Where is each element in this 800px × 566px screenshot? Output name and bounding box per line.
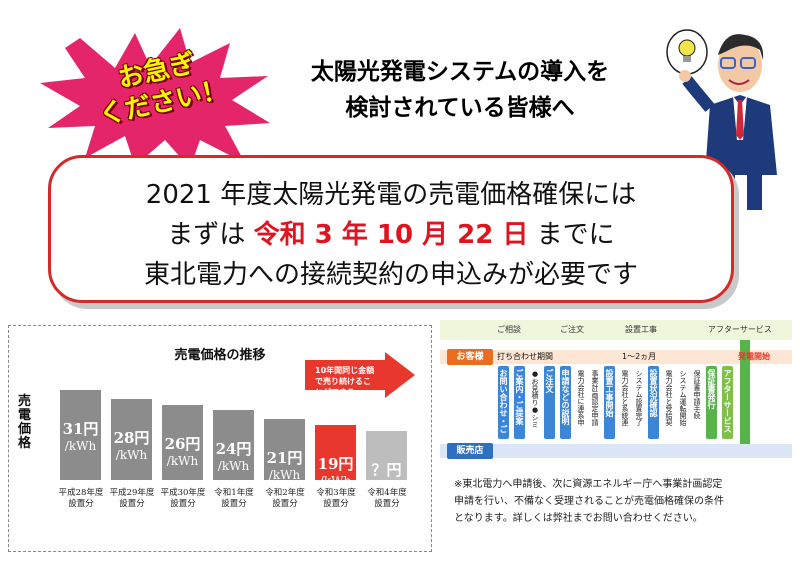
bar-unit-label: /kWh [64, 439, 97, 453]
flow-step: 電力会社と系統連系 [621, 370, 629, 426]
flow-phase-label: 設置工事 [625, 325, 657, 334]
seller-label: 販売店 [447, 443, 493, 459]
flow-step: ご注文 [544, 366, 555, 439]
chart-y-label: 売電価格 [18, 394, 32, 451]
bar-category-label: 令和3年度 設置分 [316, 488, 356, 509]
flow-step: 保証書発行 [706, 366, 717, 439]
flow-step: ●お見積り●シミュレーション [531, 370, 539, 428]
deadline-date: 令和 3 年 10 月 22 日 [253, 220, 529, 250]
bar-category-label: 令和1年度 設置分 [214, 488, 254, 509]
price-bar: 26円/kWh [162, 404, 203, 480]
bar-value-label: 28円 [113, 428, 150, 447]
bar-unit-label: /kWh [319, 473, 352, 488]
bar-value-label: ？円 [371, 460, 402, 479]
price-bar: ？円/kWh [366, 430, 407, 494]
flow-step: ご案内・ご提案 [514, 366, 525, 439]
price-bar: 19円/kWh [315, 424, 356, 488]
flow-step: 設置工事開始 [604, 366, 615, 439]
flow-step: 保証書申請手続 [693, 370, 701, 419]
notice-line-2-suffix: までに [528, 220, 615, 250]
flow-step: システム運転開始 [679, 370, 687, 426]
bar-category-label: 令和4年度 設置分 [367, 488, 407, 509]
notice-line-2-prefix: まずは [167, 220, 254, 250]
inquiry-period: 打ち合わせ期間 [497, 352, 553, 361]
headline-line-2: 検討されている皆様へ [345, 95, 575, 121]
bar-unit-label: /kWh [115, 447, 148, 462]
bar-unit-label: /kWh [370, 479, 403, 494]
bar-category-label: 平成29年度 設置分 [109, 488, 155, 509]
flow-step: システム設置完了 [635, 370, 643, 426]
flow-step: 電力会社と受給契約 [665, 370, 673, 426]
bar-value-label: 24円 [215, 440, 252, 459]
lightbulb-idea-icon [666, 29, 708, 75]
flow-phase-label: ご相談 [497, 325, 521, 334]
bar-category-label: 令和2年度 設置分 [265, 488, 305, 509]
bar-category-label: 平成30年度 設置分 [160, 488, 206, 509]
flow-phase-label: アフターサービス [708, 325, 772, 334]
headline-line-1: 太陽光発電システムの導入を [310, 59, 610, 85]
bar-value-label: 19円 [317, 454, 354, 473]
urgent-starburst [40, 28, 270, 168]
flow-step: 設置状況確認 [648, 366, 659, 439]
price-bar: 31円/kWh [60, 390, 101, 480]
generation-start-label: 発電開始 [738, 352, 770, 361]
chart-callout: 10年間同じ金額で売り続けることができる [315, 366, 375, 397]
customer-label: お客様 [447, 349, 493, 365]
callout-arrow [305, 352, 415, 398]
price-bar: 21円/kWh [264, 419, 305, 483]
bar-value-label: 26円 [164, 434, 201, 453]
flow-step: 電力会社に連系申請 [577, 370, 585, 426]
notice-box: 2021 年度太陽光発電の売電価格確保には まずは 令和 3 年 10 月 22… [48, 155, 734, 303]
chart-title: 売電価格の推移 [174, 348, 266, 363]
notice-line-1: 2021 年度太陽光発電の売電価格確保には [145, 180, 637, 210]
process-flow-diagram [440, 320, 792, 458]
flow-step: アフターサービス [722, 366, 733, 439]
footnote-line-1: ※東北電力へ申請後、次に資源エネルギー庁へ事業計画認定 [454, 479, 723, 490]
bar-category-label: 平成28年度 設置分 [58, 488, 104, 509]
bar-unit-label: /kWh [268, 468, 301, 483]
notice-line-2: まずは 令和 3 年 10 月 22 日 までに [51, 214, 731, 251]
price-bar: 24円/kWh [213, 410, 254, 480]
bar-unit-label: /kWh [166, 453, 199, 468]
bar-unit-label: /kWh [217, 459, 250, 474]
duration-label: 1〜2ヵ月 [622, 352, 657, 361]
price-bar: 28円/kWh [111, 398, 152, 480]
footnote-line-3: となります。詳しくは弊社までお問い合わせください。 [454, 513, 703, 524]
footnote-line-2: 申請を行い、不備なく受理されることが売電価格確保の条件 [454, 496, 724, 507]
bar-value-label: 21円 [266, 449, 303, 468]
footnote: ※東北電力へ申請後、次に資源エネルギー庁へ事業計画認定 申請を行い、不備なく受理… [454, 476, 784, 527]
flow-step: お問い合わせ・ご相談 [498, 366, 509, 439]
flow-phase-label: ご注文 [560, 325, 584, 334]
flow-step: 申請などの説明 [560, 366, 571, 439]
notice-line-3: 東北電力への接続契約の申込みが必要です [143, 260, 638, 290]
bar-value-label: 31円 [62, 420, 99, 438]
flow-step: 事業計画認定申請 [591, 370, 599, 426]
